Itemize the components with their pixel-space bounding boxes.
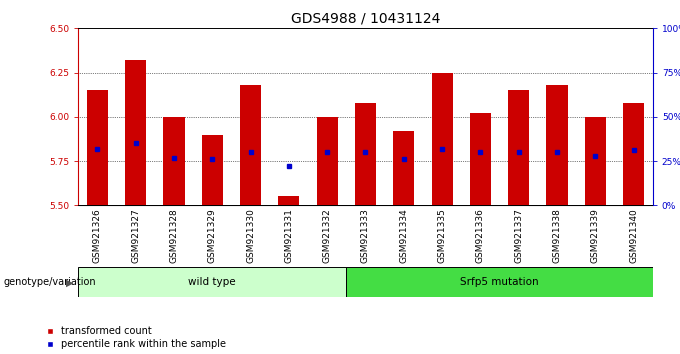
Text: GSM921332: GSM921332 [323,209,332,263]
Text: GSM921329: GSM921329 [208,209,217,263]
Bar [508,90,529,205]
Bar [346,267,653,297]
Bar [125,60,146,205]
Bar [163,117,184,205]
Text: Srfp5 mutation: Srfp5 mutation [460,277,539,287]
Text: GSM921338: GSM921338 [553,209,562,263]
Text: GSM921328: GSM921328 [169,209,178,263]
Bar [202,135,223,205]
Text: GSM921337: GSM921337 [514,209,523,263]
Bar [547,85,568,205]
Bar [240,85,261,205]
Bar [585,117,606,205]
Text: GSM921326: GSM921326 [93,209,102,263]
Bar [470,113,491,205]
Bar [623,103,644,205]
Bar [87,90,108,205]
Text: GSM921334: GSM921334 [399,209,408,263]
Bar [78,267,346,297]
Text: GSM921331: GSM921331 [284,209,293,263]
Text: GSM921327: GSM921327 [131,209,140,263]
Bar [278,196,299,205]
Bar [317,117,338,205]
Legend: transformed count, percentile rank within the sample: transformed count, percentile rank withi… [46,326,226,349]
Bar [432,73,453,205]
Bar [393,131,414,205]
Text: GSM921336: GSM921336 [476,209,485,263]
Text: GSM921339: GSM921339 [591,209,600,263]
Text: GSM921340: GSM921340 [629,209,638,263]
Text: GSM921333: GSM921333 [361,209,370,263]
Text: wild type: wild type [188,277,236,287]
Text: GSM921335: GSM921335 [438,209,447,263]
Text: GSM921330: GSM921330 [246,209,255,263]
Text: genotype/variation: genotype/variation [3,278,96,287]
Text: ▶: ▶ [66,278,73,287]
Title: GDS4988 / 10431124: GDS4988 / 10431124 [291,12,440,26]
Bar [355,103,376,205]
